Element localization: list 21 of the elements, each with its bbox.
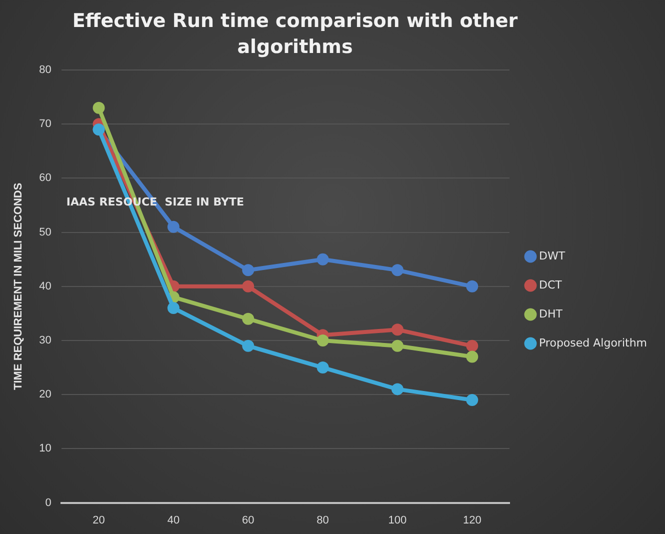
x-tick-label: 120 [462, 514, 482, 526]
y-tick-label: 10 [39, 442, 52, 455]
x-tick-label: 100 [388, 514, 407, 526]
y-tick-label: 50 [39, 226, 52, 238]
legend-label: DCT [538, 278, 562, 292]
y-tick-label: 0 [45, 496, 52, 509]
legend-label: DWT [538, 249, 566, 262]
x-tick-label: 60 [242, 514, 254, 526]
y-tick-label: 80 [39, 64, 52, 76]
y-tick-label: 30 [39, 334, 52, 347]
y-axis-title: TIME REQUIREMENT IN MILI SECONDS [12, 182, 25, 390]
y-tick-label: 20 [39, 388, 52, 401]
chart-title: Effective Run time comparison with other algorithms [71, 9, 519, 60]
x-tick-label: 40 [167, 514, 180, 526]
legend-label: DHT [538, 307, 563, 320]
x-tick-label: 20 [92, 514, 105, 526]
y-tick-label: 70 [39, 118, 52, 130]
legend-label: Proposed Algorithm [538, 336, 648, 350]
y-tick-label: 60 [39, 172, 52, 184]
x-tick-label: 80 [316, 514, 329, 526]
y-tick-label: 40 [39, 280, 52, 292]
